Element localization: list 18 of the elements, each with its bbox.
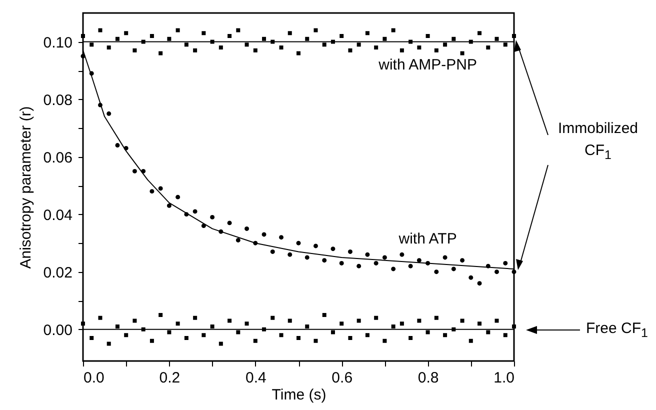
y-tick-label: 0.06	[43, 149, 72, 166]
text: Immobilized CF$_{1}$	[556, 119, 640, 164]
x-tick-label: 1.0	[494, 370, 514, 386]
x-tick-label: 0.4	[245, 370, 266, 386]
series-label: with AMP-PNP	[378, 56, 477, 74]
y-tick-label: 0.04	[43, 206, 72, 224]
x-axis-title: Time (s)	[272, 386, 326, 404]
x-tick-label: 0.8	[418, 370, 439, 386]
y-axis-title: Anisotropy parameter (r)	[17, 106, 34, 269]
y-tick-label: 0.02	[43, 264, 72, 282]
text: Free CF$_{1}$	[586, 319, 649, 342]
y-tick-label: 0.00	[43, 322, 72, 339]
x-tick-label: 0.0	[84, 370, 104, 386]
y-tick-label: 0.08	[43, 92, 72, 109]
series-label: with ATP	[398, 230, 457, 248]
x-tick-label: 0.2	[159, 370, 180, 386]
y-tick-label: 0.10	[43, 34, 72, 52]
x-tick-label: 0.6	[332, 370, 353, 386]
